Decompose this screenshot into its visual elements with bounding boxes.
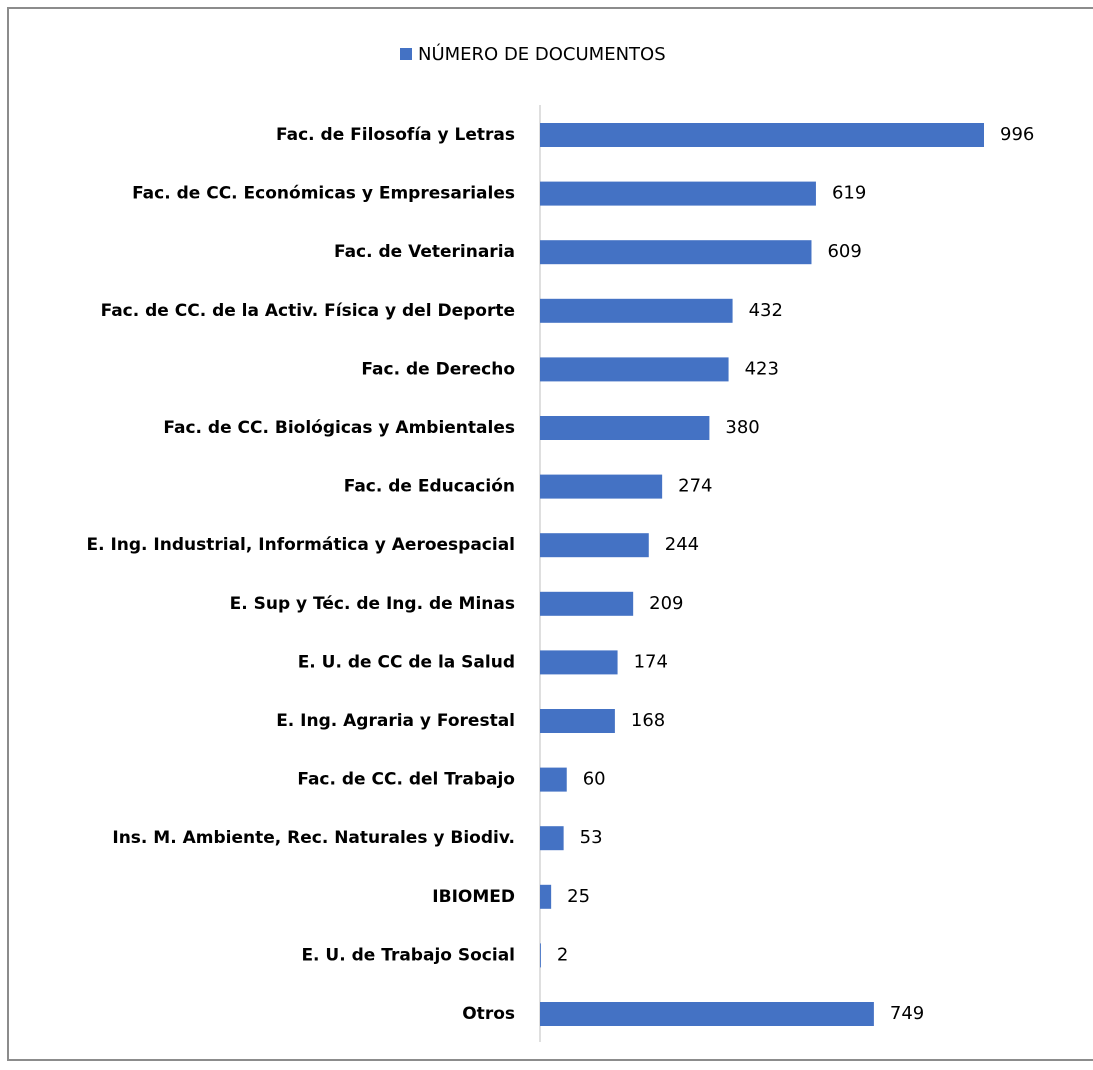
category-label: Fac. de Filosofía y Letras — [276, 125, 515, 145]
value-label: 380 — [725, 417, 759, 438]
bar — [540, 533, 649, 558]
bar — [540, 416, 710, 440]
value-label: 423 — [745, 358, 779, 379]
bar — [540, 826, 564, 851]
category-label: E. Ing. Industrial, Informática y Aeroes… — [86, 535, 515, 555]
category-label: Fac. de Derecho — [361, 359, 515, 379]
value-label: 168 — [631, 710, 665, 731]
category-label: Fac. de CC. del Trabajo — [297, 770, 515, 790]
bar — [540, 709, 615, 733]
bar — [540, 591, 634, 616]
category-label: E. Ing. Agraria y Forestal — [276, 711, 515, 731]
value-label: 274 — [678, 476, 712, 497]
bar — [540, 650, 618, 675]
bar — [540, 357, 729, 382]
category-label: Fac. de CC. Económicas y Empresariales — [132, 184, 515, 204]
value-label: 609 — [827, 241, 861, 262]
value-label: 25 — [567, 886, 590, 907]
value-label: 996 — [1000, 124, 1034, 145]
value-label: 2 — [557, 944, 568, 965]
category-label: Fac. de Veterinaria — [334, 242, 515, 262]
value-label: 619 — [832, 183, 866, 204]
bar — [540, 767, 567, 792]
bar — [540, 240, 812, 265]
value-label: 60 — [583, 769, 606, 790]
value-label: 244 — [665, 534, 699, 555]
value-label: 432 — [749, 300, 783, 321]
category-label: Ins. M. Ambiente, Rec. Naturales y Biodi… — [112, 828, 515, 848]
bar — [540, 298, 733, 323]
bar — [540, 943, 541, 968]
category-label: Otros — [462, 1004, 515, 1024]
category-label: E. U. de Trabajo Social — [301, 945, 515, 965]
category-label: E. Sup y Téc. de Ing. de Minas — [230, 594, 515, 614]
value-label: 53 — [580, 827, 603, 848]
value-label: 174 — [634, 651, 668, 672]
value-label: 209 — [649, 593, 683, 614]
legend-swatch — [400, 48, 412, 60]
category-label: IBIOMED — [432, 887, 515, 907]
legend-label: NÚMERO DE DOCUMENTOS — [418, 43, 666, 65]
category-label: E. U. de CC de la Salud — [298, 652, 515, 672]
bar — [540, 884, 552, 909]
bar — [540, 1002, 874, 1026]
category-label: Fac. de CC. de la Activ. Física y del De… — [101, 301, 515, 321]
value-label: 749 — [890, 1003, 924, 1024]
category-label: Fac. de Educación — [344, 477, 515, 497]
bar — [540, 474, 663, 499]
category-label: Fac. de CC. Biológicas y Ambientales — [163, 418, 515, 438]
bar — [540, 181, 816, 206]
bar — [540, 123, 984, 147]
